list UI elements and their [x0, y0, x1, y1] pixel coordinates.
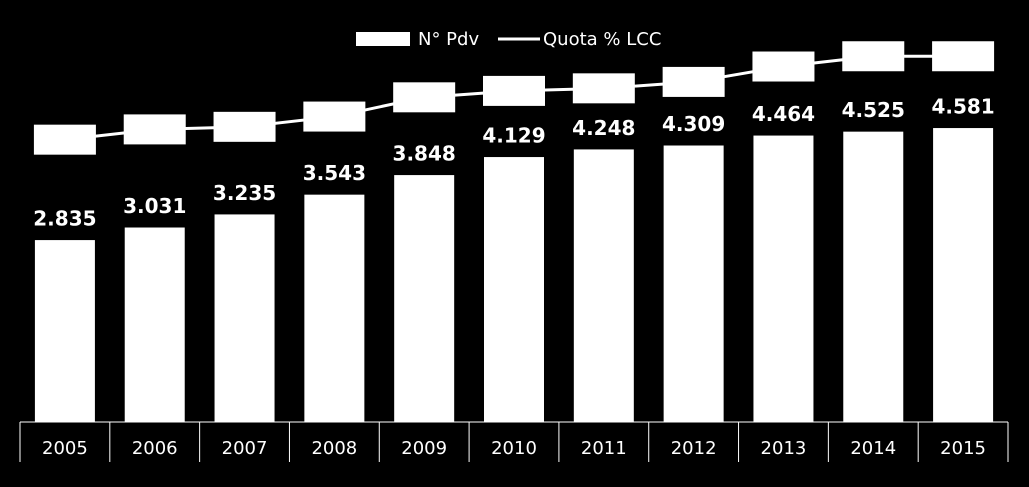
x-tick-label: 2006 [132, 438, 178, 459]
bar [843, 131, 904, 423]
value-label: 3.235 [213, 181, 276, 205]
value-label: 4.581 [931, 95, 994, 119]
value-label: 3.031 [123, 194, 186, 218]
bar [484, 157, 544, 422]
value-label: 2.835 [33, 207, 96, 231]
line-marker [123, 114, 186, 145]
value-label: 4.464 [752, 102, 815, 126]
bar [663, 145, 724, 422]
line-marker [842, 41, 905, 72]
value-label: 4.525 [842, 98, 905, 122]
bar [573, 149, 634, 423]
x-tick-label: 2011 [581, 438, 627, 459]
value-label: 3.848 [393, 142, 456, 166]
x-tick-label: 2014 [850, 438, 896, 459]
x-tick-label: 2007 [222, 438, 268, 459]
line-marker [932, 41, 995, 72]
bar [124, 227, 185, 422]
bar [214, 214, 275, 422]
line-marker [662, 66, 725, 97]
line-marker [393, 82, 456, 113]
x-tick-label: 2010 [491, 438, 537, 459]
x-tick-label: 2008 [311, 438, 357, 459]
value-label: 4.309 [662, 112, 725, 136]
x-tick-label: 2015 [940, 438, 986, 459]
line-marker [572, 73, 635, 104]
bar [394, 175, 455, 422]
x-tick-label: 2013 [761, 438, 807, 459]
bar [304, 194, 365, 422]
value-label: 4.248 [572, 116, 635, 140]
legend-swatch [356, 32, 410, 46]
legend-label: Quota % LCC [543, 29, 661, 50]
x-tick-label: 2009 [401, 438, 447, 459]
value-label: 4.129 [482, 124, 545, 148]
line-marker [483, 75, 545, 106]
x-tick-label: 2005 [42, 438, 88, 459]
line-marker [303, 101, 366, 132]
value-label: 3.543 [303, 161, 366, 185]
line-marker [213, 111, 276, 142]
legend-label: N° Pdv [418, 29, 479, 50]
bar [753, 135, 814, 422]
bar [933, 128, 994, 423]
x-tick-label: 2012 [671, 438, 717, 459]
bar [34, 240, 95, 422]
line-marker [33, 124, 96, 155]
line-marker [752, 51, 815, 82]
